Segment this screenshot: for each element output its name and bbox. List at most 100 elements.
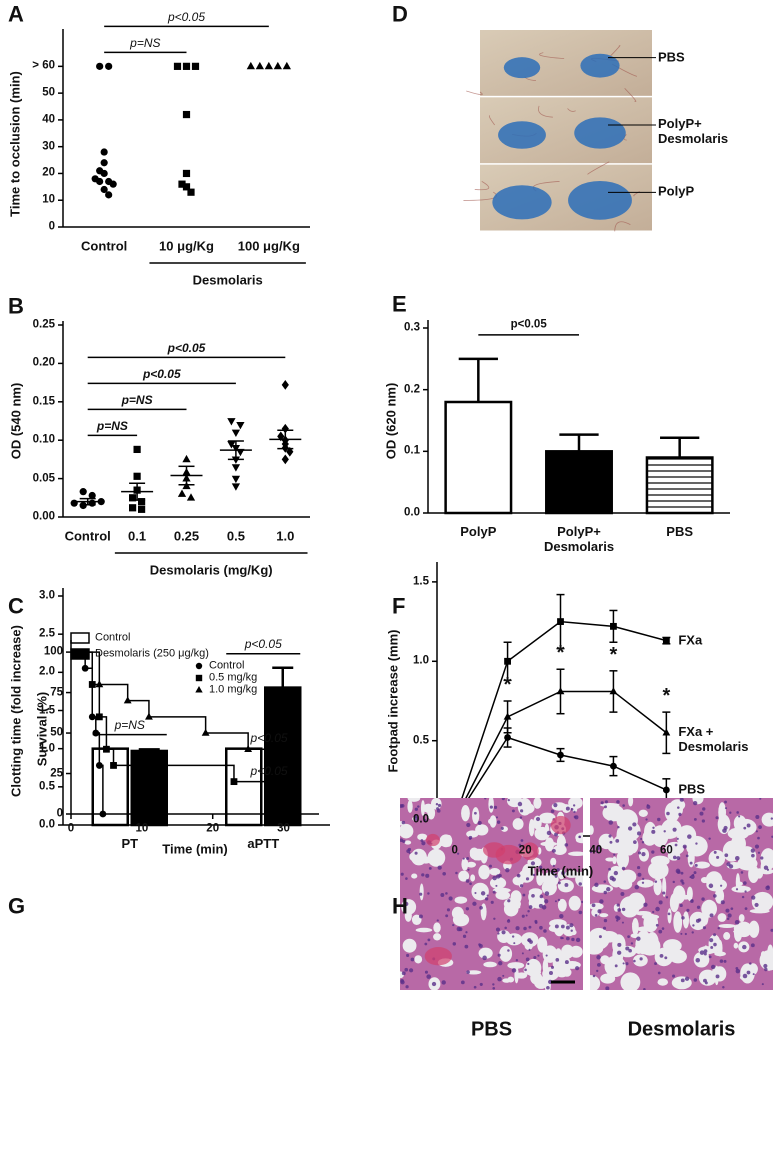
nucleus xyxy=(641,877,645,881)
nucleus xyxy=(594,913,598,917)
bar xyxy=(444,400,513,515)
nucleus xyxy=(513,942,516,945)
nucleus xyxy=(543,929,547,933)
nucleus xyxy=(570,808,574,811)
category-label: PT xyxy=(121,836,139,851)
nucleus xyxy=(581,900,583,904)
nucleus xyxy=(597,962,601,967)
nucleus xyxy=(665,896,669,899)
nucleus xyxy=(519,884,524,888)
nucleus xyxy=(684,976,690,981)
nucleus xyxy=(511,809,515,813)
bar xyxy=(91,747,129,827)
y-tick-label: 0.00 xyxy=(32,510,55,523)
nucleus xyxy=(637,865,641,870)
alveolus xyxy=(698,969,717,986)
alveolus xyxy=(466,830,479,838)
data-point xyxy=(286,446,294,457)
nucleus xyxy=(489,805,493,809)
alveolus xyxy=(705,871,723,889)
nucleus xyxy=(400,872,404,876)
nucleus xyxy=(497,953,501,957)
alveolus xyxy=(737,838,742,854)
significance-label: p<0.05 xyxy=(142,367,181,382)
alveolus xyxy=(478,864,490,880)
nucleus xyxy=(682,844,687,849)
nucleus xyxy=(410,957,415,962)
alveolus xyxy=(568,851,583,857)
alveolus xyxy=(723,932,731,940)
alveolus xyxy=(718,802,727,823)
nucleus xyxy=(606,887,611,892)
category-label: 100 μg/Kg xyxy=(237,238,300,254)
data-point xyxy=(100,159,108,167)
nucleus xyxy=(744,890,747,893)
nucleus xyxy=(468,835,473,840)
nucleus xyxy=(725,908,730,913)
nucleus xyxy=(637,831,642,836)
nucleus xyxy=(754,844,760,849)
legend-marker xyxy=(195,662,203,670)
nucleus xyxy=(771,835,773,838)
alveolus xyxy=(647,861,669,880)
nucleus xyxy=(735,967,739,970)
nucleus xyxy=(546,985,550,990)
y-tick-label: 100 xyxy=(43,645,63,658)
nucleus xyxy=(735,888,739,891)
y-tick-label: 1.0 xyxy=(413,654,429,667)
nucleus xyxy=(634,884,640,890)
data-point xyxy=(227,418,236,426)
nucleus xyxy=(414,851,418,855)
group-label: Desmolaris xyxy=(192,272,263,288)
alveolus xyxy=(512,876,525,886)
category-label: PolyP xyxy=(460,524,497,539)
panel-letter: B xyxy=(8,293,24,319)
alveolus xyxy=(670,799,686,811)
nucleus xyxy=(466,822,471,828)
nucleus xyxy=(770,928,773,932)
nucleus xyxy=(528,948,531,951)
nucleus xyxy=(639,957,643,961)
nucleus xyxy=(727,913,732,918)
nucleus xyxy=(643,902,648,907)
nucleus xyxy=(655,906,660,912)
nucleus xyxy=(400,980,405,985)
nucleus xyxy=(497,976,502,982)
alveolus xyxy=(616,849,630,869)
data-point xyxy=(178,180,186,188)
panel-letter: D xyxy=(392,1,408,27)
nucleus xyxy=(523,926,527,931)
nucleus xyxy=(418,914,423,919)
nucleus xyxy=(681,916,685,920)
nucleus xyxy=(651,829,656,834)
nucleus xyxy=(743,881,747,885)
nucleus xyxy=(578,910,583,915)
image-label: PBS xyxy=(658,49,685,65)
nucleus xyxy=(608,820,614,825)
nucleus xyxy=(599,899,604,904)
alveolus xyxy=(598,833,614,850)
nucleus xyxy=(401,904,404,907)
hemorrhage xyxy=(424,947,452,966)
alveolus xyxy=(553,844,567,855)
alveolus xyxy=(422,803,434,813)
vessel xyxy=(466,90,483,96)
nucleus xyxy=(608,867,611,871)
alveolus xyxy=(760,951,766,958)
nucleus xyxy=(686,908,690,912)
data-point xyxy=(281,380,289,390)
nucleus xyxy=(423,818,427,823)
nucleus xyxy=(604,805,607,809)
nucleus xyxy=(703,952,707,956)
alveolus xyxy=(682,911,690,929)
data-point xyxy=(88,499,96,507)
nucleus xyxy=(401,820,406,825)
data-point xyxy=(231,483,241,491)
alveolus xyxy=(536,871,544,886)
nucleus xyxy=(622,804,625,807)
y-tick-label: 0.5 xyxy=(39,780,55,793)
nucleus xyxy=(421,873,425,877)
nucleus xyxy=(474,891,477,895)
y-tick-label: 0.3 xyxy=(404,321,420,334)
y-tick-label: 0.25 xyxy=(32,318,55,331)
